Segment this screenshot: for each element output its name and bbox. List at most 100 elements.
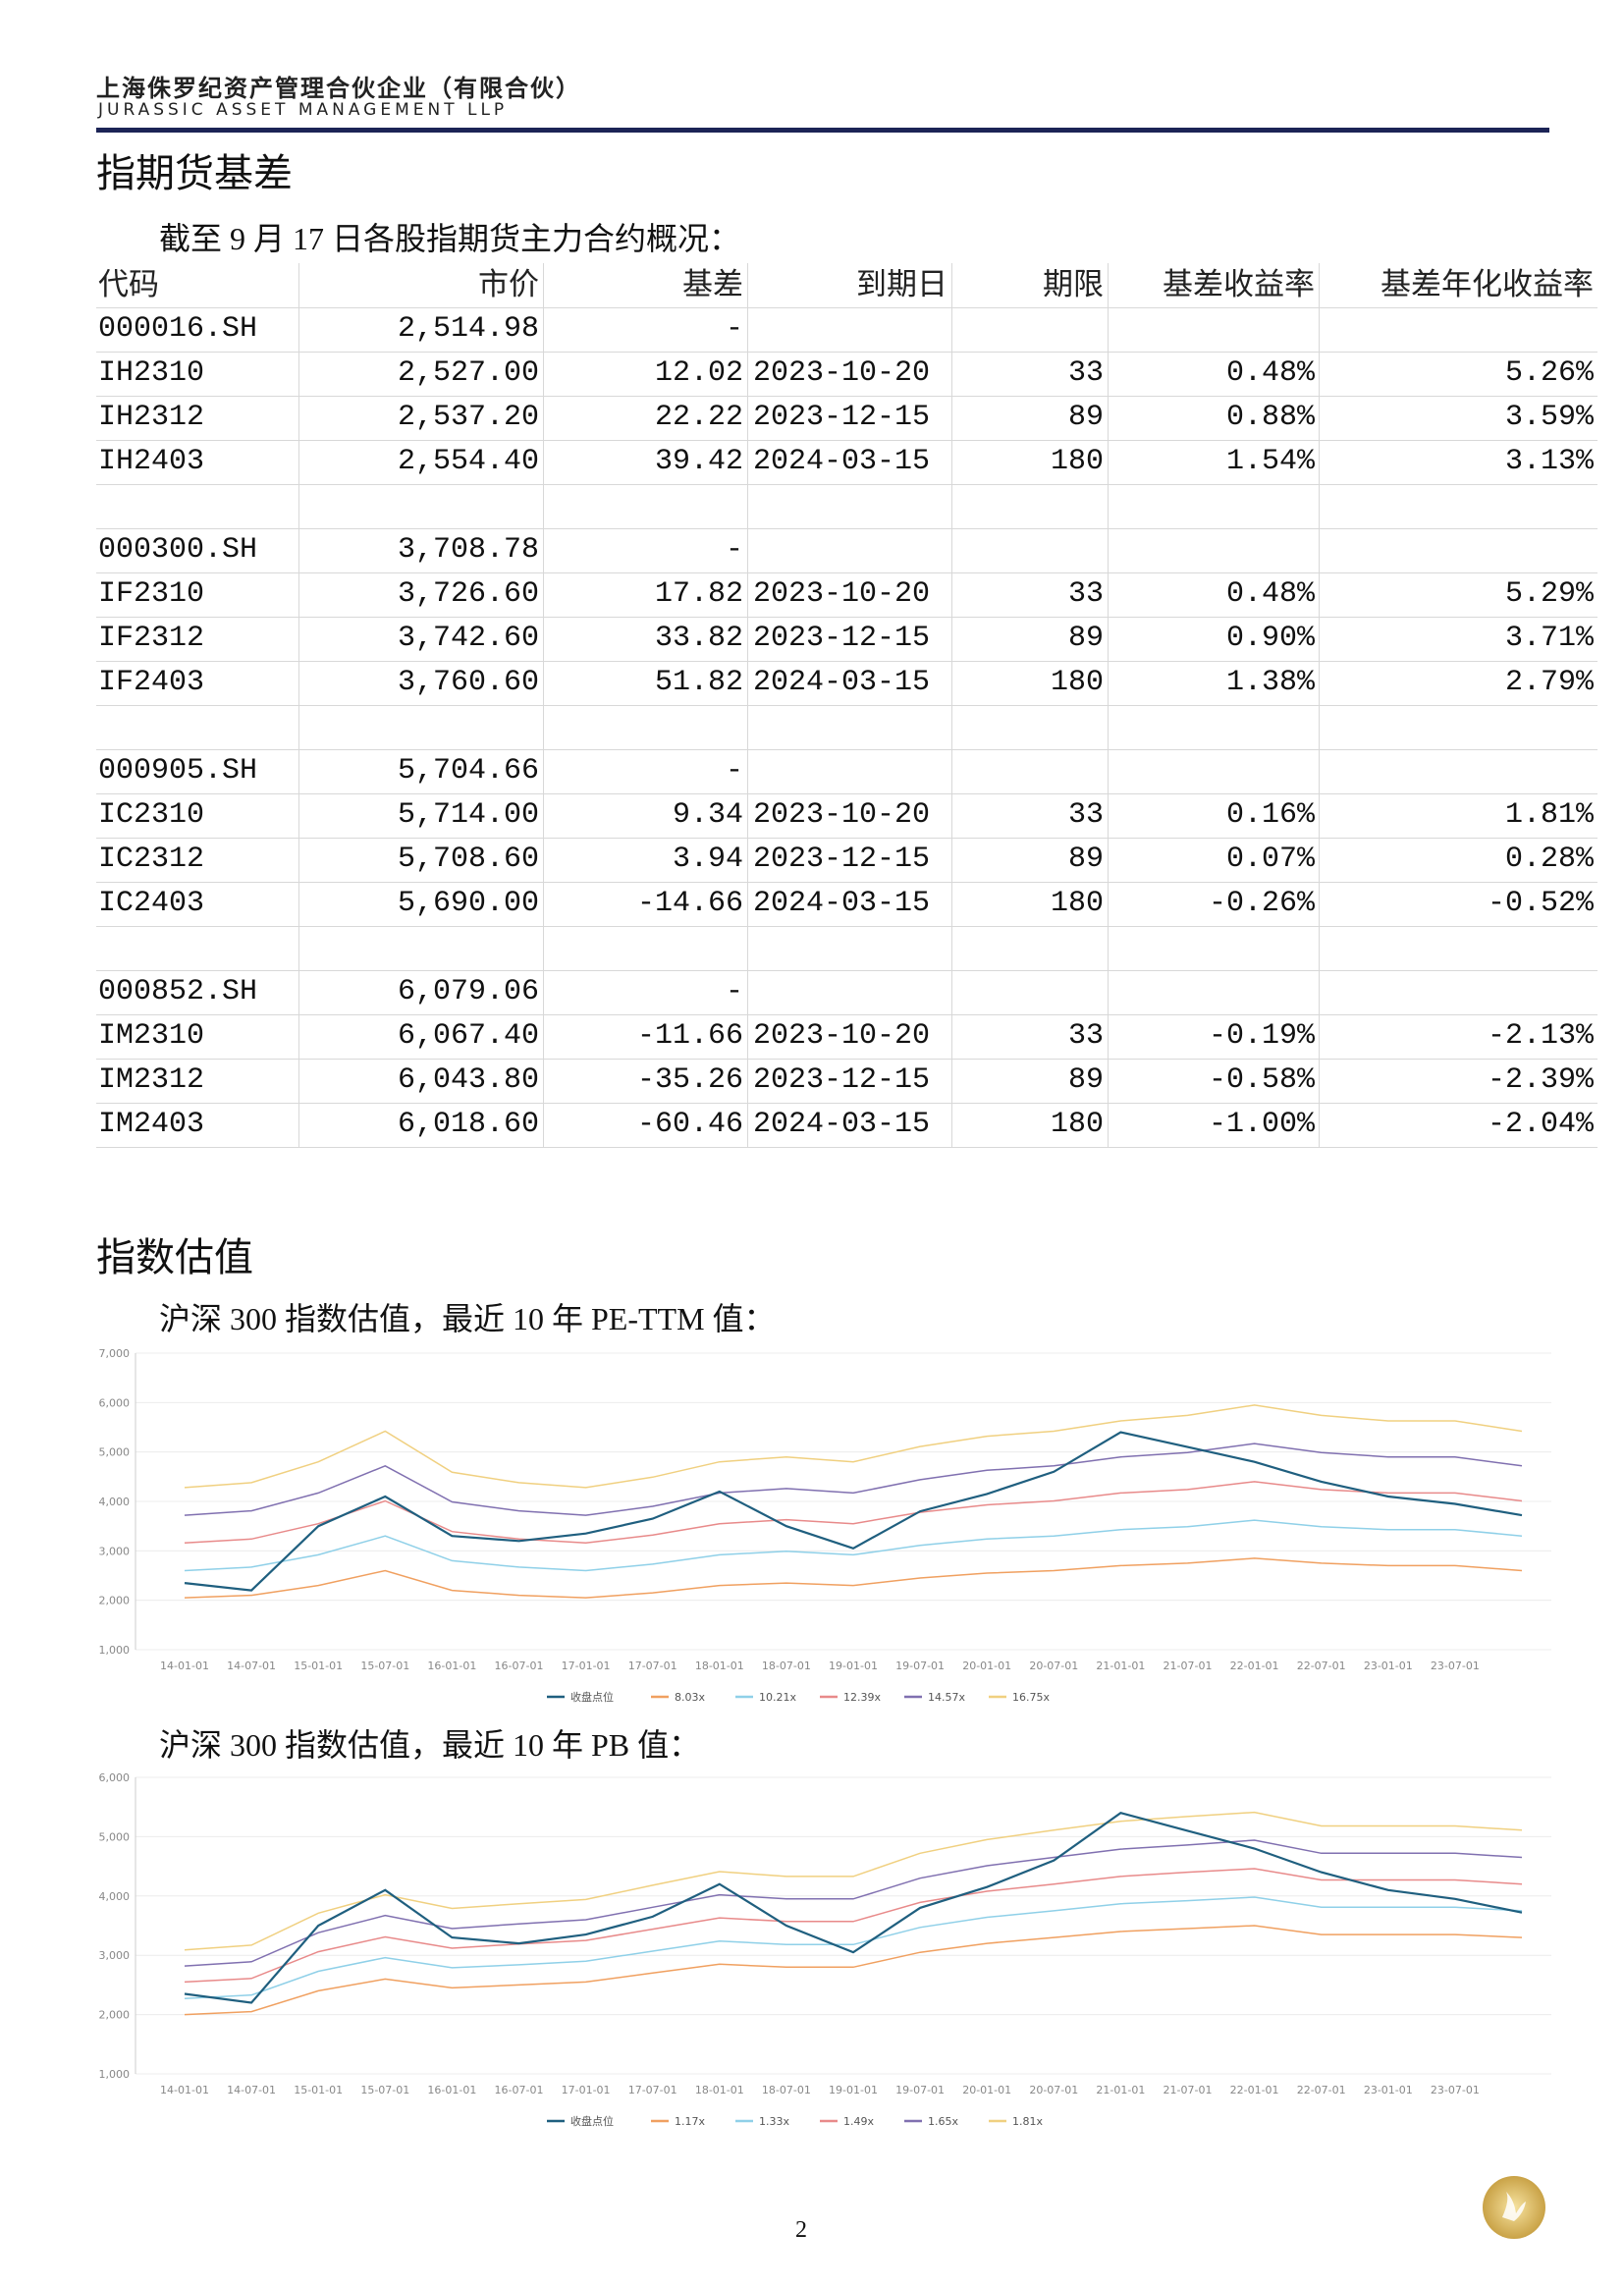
table-cell: 33 [1067,1019,1104,1053]
column-header: 代码 [98,267,159,302]
x-tick-label: 23-07-01 [1431,1660,1480,1672]
series-line [184,1839,1523,1967]
company-name-en: JURASSIC ASSET MANAGEMENT LLP [98,100,509,120]
y-tick-label: 5,000 [99,1830,131,1843]
table-cell: 180 [1050,445,1104,478]
legend-label: 1.49x [843,2115,874,2128]
table-cell: 180 [1050,666,1104,699]
table-cell: -2.13% [1487,1019,1594,1053]
table-cell: 5,714.00 [397,798,539,832]
series-line [184,1431,1523,1592]
table-cell: IM2403 [98,1108,205,1141]
row-line [96,1059,1597,1060]
table-cell: 17.82 [654,577,743,611]
x-tick-label: 14-01-01 [160,2084,209,2096]
table-cell: 180 [1050,887,1104,920]
column-line [747,263,748,1147]
section-title: 指数估值 [96,1235,253,1280]
table-cell: 2023-10-20 [753,356,931,390]
column-line [1319,263,1320,1147]
table-cell: 2024-03-15 [753,887,931,920]
company-name-cn: 上海侏罗纪资产管理合伙企业（有限合伙） [96,75,581,102]
table-cell: IF2310 [98,577,205,611]
table-cell: IC2403 [98,887,205,920]
table-cell: 2023-12-15 [753,843,931,876]
x-tick-label: 15-01-01 [294,2084,343,2096]
x-tick-label: 23-07-01 [1431,2084,1480,2096]
series-line [184,1812,1523,2004]
row-line [96,749,1597,750]
x-tick-label: 15-01-01 [294,1660,343,1672]
table-cell: 5,690.00 [397,887,539,920]
x-tick-label: 19-01-01 [829,2084,878,2096]
x-tick-label: 15-07-01 [360,2084,409,2096]
table-cell: 89 [1067,622,1104,655]
y-tick-label: 1,000 [99,2068,131,2081]
table-cell: 2,537.20 [397,401,539,434]
series-line [184,1404,1523,1489]
legend-label: 1.17x [675,2115,705,2128]
section-title: 指期货基差 [96,151,293,196]
x-tick-label: 18-01-01 [695,2084,744,2096]
table-cell: 2023-10-20 [753,577,931,611]
x-tick-label: 20-01-01 [962,1660,1011,1672]
x-tick-label: 17-01-01 [562,2084,611,2096]
table-cell: 33 [1067,577,1104,611]
table-cell: 12.02 [654,356,743,390]
chart: 1,000 2,000 3,000 4,000 5,000 6,000 7,000 14-01… [99,1347,1551,1704]
x-tick-label: 16-07-01 [495,1660,544,1672]
row-line [96,1103,1597,1104]
legend-label: 14.57x [928,1691,965,1704]
table-cell: 2,527.00 [397,356,539,390]
table-cell: -0.58% [1208,1063,1315,1097]
row-line [96,970,1597,971]
series-line [184,1481,1523,1545]
x-tick-label: 20-07-01 [1029,2084,1078,2096]
column-header: 到期日 [856,267,947,302]
row-line [96,396,1597,397]
x-tick-label: 18-01-01 [695,1660,744,1672]
table-cell: 0.88% [1225,401,1315,434]
table-cell: - [725,533,743,567]
table-cell: 5.26% [1504,356,1594,390]
series-line [184,1925,1523,2016]
table-cell: 180 [1050,1108,1104,1141]
table-cell: -0.19% [1208,1019,1315,1053]
column-header: 基差年化收益率 [1380,267,1594,302]
table-cell: 2023-10-20 [753,798,931,832]
table-cell: 89 [1067,401,1104,434]
column-line [1108,263,1109,1147]
table-cell: -0.52% [1487,887,1594,920]
x-tick-label: 20-01-01 [962,2084,1011,2096]
row-line [96,617,1597,618]
row-line [96,440,1597,441]
x-tick-label: 22-07-01 [1297,1660,1346,1672]
x-tick-label: 19-01-01 [829,1660,878,1672]
row-line [96,528,1597,529]
legend-label: 12.39x [843,1691,881,1704]
table-cell: 2,514.98 [397,312,539,346]
series-line [184,1442,1523,1516]
row-line [96,484,1597,485]
y-tick-label: 7,000 [99,1347,131,1360]
table-cell: 3,760.60 [397,666,539,699]
table-cell: 22.22 [654,401,743,434]
row-line [96,1147,1597,1148]
column-line [951,263,952,1147]
page-number: 2 [795,2217,807,2243]
table-cell: 000852.SH [98,975,258,1008]
x-tick-label: 16-01-01 [427,2084,476,2096]
x-tick-label: 18-07-01 [762,1660,811,1672]
x-tick-label: 16-01-01 [427,1660,476,1672]
y-tick-label: 3,000 [99,1949,131,1962]
row-line [96,661,1597,662]
x-tick-label: 21-07-01 [1164,1660,1213,1672]
table-cell: - [725,975,743,1008]
x-tick-label: 17-07-01 [628,1660,677,1672]
x-tick-label: 14-07-01 [227,1660,276,1672]
table-cell: 2023-12-15 [753,622,931,655]
table-cell: 1.54% [1225,445,1315,478]
table-cell: IF2312 [98,622,205,655]
row-line [96,307,1597,308]
